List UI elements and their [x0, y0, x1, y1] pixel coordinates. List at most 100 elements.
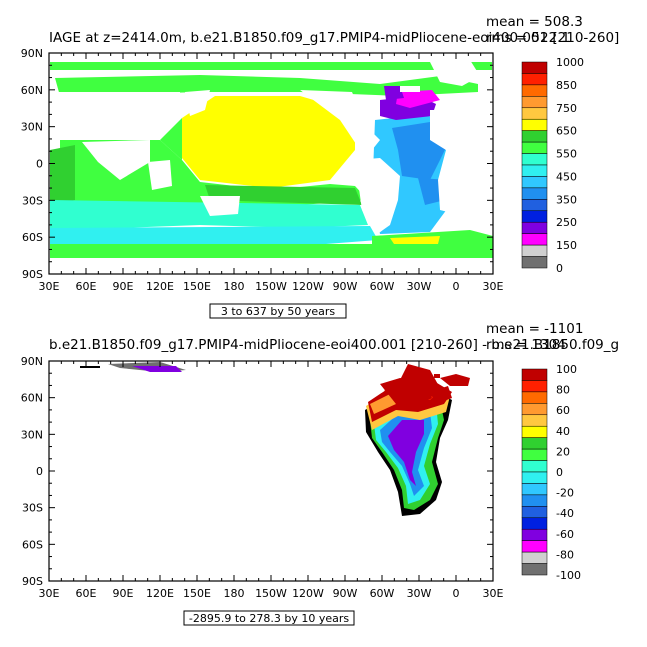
x-tick-label: 60W — [370, 587, 395, 600]
colorbar-swatch — [521, 233, 548, 246]
colorbar-swatch — [521, 563, 548, 576]
y-tick-label: 30S — [22, 194, 43, 207]
colorbar-swatch — [521, 73, 548, 86]
colorbar-swatch — [521, 244, 548, 257]
x-tick-label: 180 — [224, 587, 245, 600]
colorbar-label: 850 — [556, 79, 577, 92]
colorbar-swatch — [521, 130, 548, 143]
colorbar-label: 80 — [556, 384, 570, 397]
panel-2-mean: mean = -1101 — [486, 321, 583, 337]
colorbar-label: -80 — [556, 548, 574, 561]
colorbar-label: 0 — [556, 262, 563, 275]
colorbar-label: -40 — [556, 507, 574, 520]
colorbar-label: 20 — [556, 445, 570, 458]
x-tick-label: 120W — [292, 280, 324, 293]
x-tick-label: 120W — [292, 587, 324, 600]
colorbar-label: -20 — [556, 487, 574, 500]
panel-1: IAGE at z=2414.0m, b.e21.B1850.f09_g17.P… — [21, 14, 619, 319]
x-tick-label: 90E — [113, 280, 134, 293]
colorbar-swatch — [521, 506, 548, 519]
colorbar-swatch — [521, 368, 548, 381]
panel-1-colorbar: 1000 850 750 650 550 450 350 250 150 0 — [521, 56, 584, 275]
panel-1-title: IAGE at z=2414.0m, b.e21.B1850.f09_g17.P… — [49, 30, 619, 46]
panel-2-x-ticks: 30E 60E 90E 120E 150E 180 150W 120W 90W 60W 30W 0 30… — [39, 361, 504, 600]
x-tick-label: 30W — [407, 587, 432, 600]
y-tick-label: 30N — [21, 428, 43, 441]
panel-1-field — [49, 53, 493, 274]
y-tick-label: 0 — [36, 465, 43, 478]
colorbar-swatch — [521, 84, 548, 97]
colorbar-label: 750 — [556, 102, 577, 115]
panel-1-subtitle: 3 to 637 by 50 years — [221, 305, 336, 318]
colorbar-swatch — [521, 380, 548, 393]
colorbar-swatch — [521, 517, 548, 530]
panel-1-y-ticks: 90N 60N 30N 0 30S 60S 90S — [21, 47, 493, 281]
colorbar-swatch — [521, 141, 548, 154]
colorbar-swatch — [521, 107, 548, 120]
colorbar-swatch — [521, 221, 548, 234]
colorbar-swatch — [521, 437, 548, 450]
colorbar-label: 40 — [556, 425, 570, 438]
colorbar-label: -60 — [556, 528, 574, 541]
colorbar-label: 1000 — [556, 56, 584, 69]
y-tick-label: 0 — [36, 158, 43, 171]
colorbar-swatch — [521, 460, 548, 473]
panel-2: b.e21.B1850.f09_g17.PMIP4-midPliocene-eo… — [21, 321, 619, 626]
y-tick-label: 60N — [21, 84, 43, 97]
x-tick-label: 30E — [483, 587, 504, 600]
colorbar-swatch — [521, 528, 548, 541]
colorbar-swatch — [521, 199, 548, 212]
x-tick-label: 0 — [453, 587, 460, 600]
x-tick-label: 90E — [113, 587, 134, 600]
x-tick-label: 120E — [146, 280, 174, 293]
x-tick-label: 180 — [224, 280, 245, 293]
x-tick-label: 30E — [39, 280, 60, 293]
colorbar-swatch — [521, 414, 548, 427]
colorbar-swatch — [521, 187, 548, 200]
colorbar-label: 350 — [556, 193, 577, 206]
colorbar-label: 60 — [556, 404, 570, 417]
y-tick-label: 60S — [22, 231, 43, 244]
colorbar-label: 150 — [556, 239, 577, 252]
colorbar-label: 450 — [556, 170, 577, 183]
colorbar-label: 550 — [556, 148, 577, 161]
panel-2-colorbar: 100 80 60 40 20 0 -20 -40 -60 -80 -100 — [521, 363, 581, 582]
panel-2-subtitle-box — [183, 610, 355, 626]
colorbar-swatch — [521, 153, 548, 166]
panel-2-field — [49, 361, 493, 581]
colorbar-label: 0 — [556, 466, 563, 479]
colorbar-swatch — [521, 164, 548, 177]
y-tick-label: 90N — [21, 47, 43, 60]
panel-2-title: b.e21.B1850.f09_g17.PMIP4-midPliocene-eo… — [49, 337, 619, 353]
panel-2-y-ticks: 90N 60N 30N 0 30S 60S 90S — [21, 355, 493, 588]
colorbar-swatch — [521, 391, 548, 404]
x-tick-label: 60E — [76, 280, 97, 293]
x-tick-label: 150E — [183, 280, 211, 293]
panel-2-rms: rms = 1304 — [486, 337, 566, 353]
x-tick-label: 0 — [453, 280, 460, 293]
x-tick-label: 150W — [255, 280, 287, 293]
colorbar-label: 650 — [556, 125, 577, 138]
x-tick-label: 150E — [183, 587, 211, 600]
y-tick-label: 60S — [22, 538, 43, 551]
colorbar-swatch — [521, 448, 548, 461]
panel-1-subtitle-box — [209, 303, 347, 319]
x-tick-label: 150W — [255, 587, 287, 600]
colorbar-swatch — [521, 61, 548, 74]
y-tick-label: 60N — [21, 392, 43, 405]
x-tick-label: 60E — [76, 587, 97, 600]
panel-2-subtitle: -2895.9 to 278.3 by 10 years — [189, 612, 350, 625]
y-tick-label: 30N — [21, 121, 43, 134]
x-tick-label: 30E — [39, 587, 60, 600]
colorbar-swatch — [521, 551, 548, 564]
colorbar-swatch — [521, 256, 548, 269]
colorbar-swatch — [521, 118, 548, 131]
colorbar-swatch — [521, 96, 548, 109]
colorbar-swatch — [521, 425, 548, 438]
colorbar-swatch — [521, 471, 548, 484]
colorbar-swatch — [521, 483, 548, 496]
y-tick-label: 90S — [22, 575, 43, 588]
panel-1-x-ticks: 30E 60E 90E 120E 150E 180 150W 120W 90W 60W 30W 0 30… — [39, 53, 504, 293]
x-tick-label: 30E — [483, 280, 504, 293]
